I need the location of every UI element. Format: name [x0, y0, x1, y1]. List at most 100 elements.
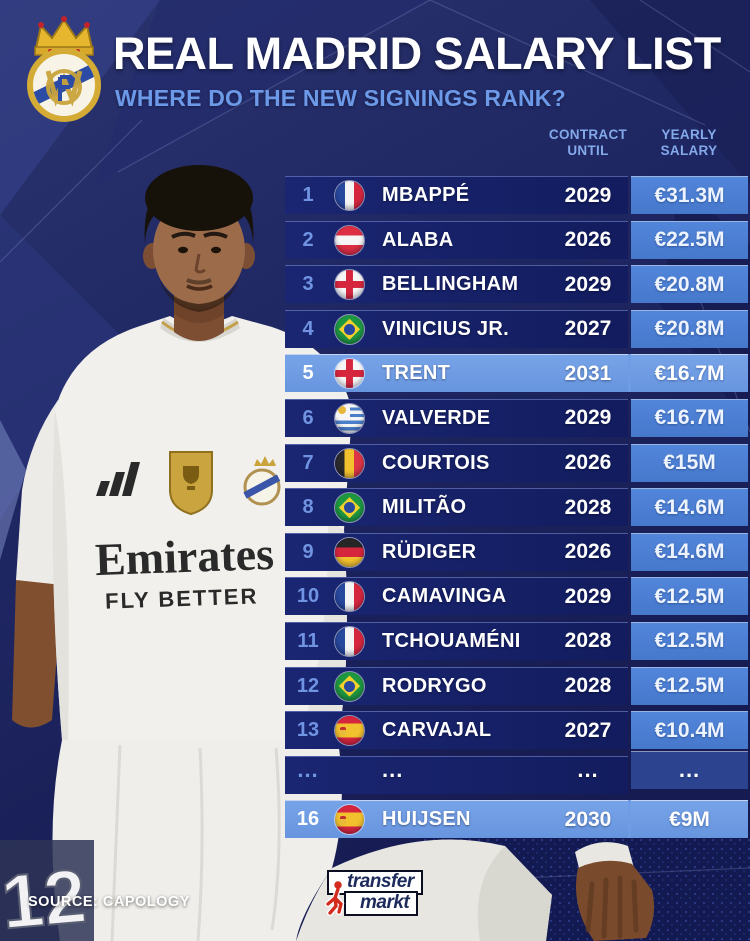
rank-cell: 7: [302, 451, 314, 474]
contract-cell: 2026: [564, 540, 612, 564]
page-title: REAL MADRID SALARY LIST: [113, 28, 721, 79]
row-main: 1 MBAPPÉ 2029: [285, 176, 628, 214]
row-main: ... ... ...: [285, 755, 628, 794]
salary-header-line2: SALARY: [660, 143, 718, 158]
table-row: ... ... ... ...: [285, 750, 748, 794]
champions-badge-icon: [169, 451, 213, 516]
table-row: 12 RODRYGO 2028 €12.5M: [285, 666, 748, 705]
column-header-salary: YEARLY SALARY: [634, 127, 744, 159]
contract-header-line1: CONTRACT: [548, 127, 628, 142]
contract-cell: 2028: [564, 495, 612, 519]
salary-cell: €12.5M: [631, 577, 748, 616]
table-row: 11 TCHOUAMÉNI 2028 €12.5M: [285, 621, 748, 660]
shorts-number: 12: [0, 854, 90, 941]
player-name: RODRYGO: [382, 674, 487, 697]
salary-cell: ...: [631, 750, 748, 789]
salary-header-line1: YEARLY: [661, 127, 717, 142]
rank-cell: 8: [302, 496, 314, 519]
salary-cell: €31.3M: [631, 176, 748, 214]
rank-cell: ...: [297, 757, 319, 783]
table-row: 2 ALABA 2026 €22.5M: [285, 220, 748, 259]
rank-cell: 11: [297, 629, 319, 652]
contract-header-line2: UNTIL: [567, 143, 609, 158]
table-row: 1 MBAPPÉ 2029 €31.3M: [285, 176, 748, 214]
salary-cell: €20.8M: [631, 265, 748, 304]
salary-cell: €12.5M: [631, 666, 748, 705]
austria-flag-icon: [335, 225, 364, 255]
row-main: 13 CARVAJAL 2027: [285, 711, 628, 750]
table-row: 6 VALVERDE 2029 €16.7M: [285, 398, 748, 437]
column-header-contract: CONTRACT UNTIL: [533, 127, 643, 159]
table-row: 13 CARVAJAL 2027 €10.4M: [285, 711, 748, 750]
germany-flag-icon: [335, 537, 364, 567]
table-row: 16 HUIJSEN 2030 €9M: [285, 800, 748, 839]
salary-cell: €20.8M: [631, 309, 748, 348]
player-name: HUIJSEN: [382, 808, 471, 831]
row-main: 7 COURTOIS 2026: [285, 443, 628, 482]
salary-cell: €15M: [631, 443, 748, 482]
row-main: 10 CAMAVINGA 2029: [285, 577, 628, 616]
transfermarkt-runner-icon: [325, 879, 345, 916]
jersey-sponsor-text: Emirates: [94, 528, 275, 585]
table-row: 10 CAMAVINGA 2029 €12.5M: [285, 577, 748, 616]
player-name: ALABA: [382, 228, 454, 251]
contract-cell: 2031: [564, 361, 612, 385]
table-row: 9 RÜDIGER 2026 €14.6M: [285, 532, 748, 571]
row-main: 4 VINICIUS JR. 2027: [285, 309, 628, 348]
rank-cell: 9: [302, 540, 314, 563]
france-flag-icon: [335, 626, 364, 656]
row-main: 2 ALABA 2026: [285, 220, 628, 259]
crest-patch-icon: [243, 456, 281, 506]
rank-cell: 2: [302, 228, 314, 251]
player-name: COURTOIS: [382, 451, 490, 474]
salary-cell: €12.5M: [631, 621, 748, 660]
rank-cell: 4: [302, 317, 314, 340]
rank-cell: 13: [296, 719, 320, 742]
shorts: [52, 740, 342, 941]
rank-cell: 3: [302, 273, 314, 296]
transfermarkt-logo: transfer markt: [325, 869, 441, 919]
contract-cell: 2026: [564, 228, 612, 252]
row-main: 16 HUIJSEN 2030: [285, 800, 628, 839]
transfermarkt-logo-line2: markt: [344, 891, 419, 916]
player-name: MBAPPÉ: [382, 184, 470, 206]
row-main: 11 TCHOUAMÉNI 2028: [285, 621, 628, 660]
contract-cell: 2027: [564, 718, 612, 742]
player-name: VINICIUS JR.: [382, 317, 509, 340]
rank-cell: 10: [296, 585, 320, 608]
salary-cell: €16.7M: [631, 398, 748, 437]
table-row: 3 BELLINGHAM 2029 €20.8M: [285, 265, 748, 304]
row-main: 9 RÜDIGER 2026: [285, 532, 628, 571]
player-name: BELLINGHAM: [382, 273, 519, 296]
salary-cell: €14.6M: [631, 488, 748, 527]
contract-cell: 2029: [564, 272, 612, 296]
rank-cell: 5: [302, 362, 314, 385]
contract-cell: 2026: [564, 451, 612, 475]
player-name: CAMAVINGA: [382, 585, 507, 608]
salary-table: 1 MBAPPÉ 2029 €31.3M 2 ALABA 2026 €22.5M…: [285, 176, 748, 845]
england-flag-icon: [335, 270, 364, 300]
table-row: 5 TRENT 2031 €16.7M: [285, 354, 748, 393]
belgium-flag-icon: [335, 448, 364, 478]
player-name: ...: [382, 757, 404, 783]
contract-cell: 2030: [564, 807, 612, 831]
player-name: TRENT: [382, 362, 451, 385]
jersey-tagline-text: FLY BETTER: [105, 583, 259, 613]
contract-cell: 2029: [564, 406, 612, 430]
rank-cell: 12: [296, 674, 320, 697]
salary-cell: €14.6M: [631, 532, 748, 571]
player-name: VALVERDE: [382, 406, 491, 429]
row-main: 5 TRENT 2031: [285, 354, 628, 393]
salary-cell: €10.4M: [631, 711, 748, 750]
salary-cell: €16.7M: [631, 354, 748, 393]
table-row: 8 MILITÃO 2028 €14.6M: [285, 488, 748, 527]
contract-cell: 2029: [564, 183, 612, 207]
rank-cell: 6: [302, 406, 314, 429]
salary-cell: €9M: [631, 800, 748, 839]
salary-cell: €22.5M: [631, 220, 748, 259]
rank-cell: 16: [296, 808, 320, 831]
adidas-logo-icon: [96, 462, 140, 496]
contract-cell: 2028: [564, 629, 612, 653]
